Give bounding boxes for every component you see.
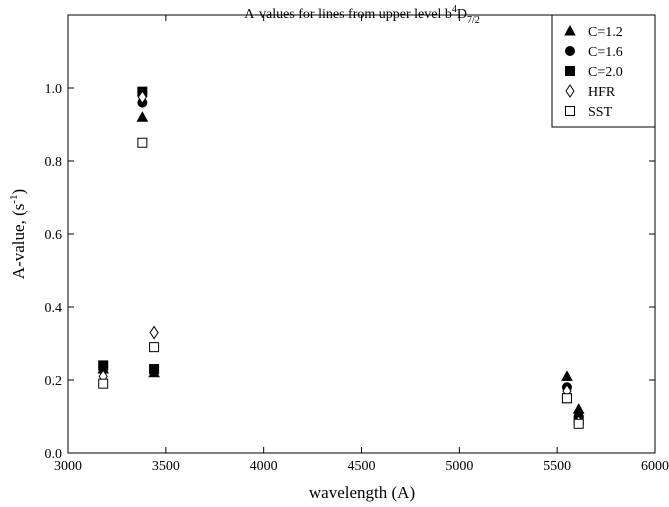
marker xyxy=(561,370,573,381)
marker xyxy=(561,393,572,404)
x-tick-label: 3000 xyxy=(54,459,82,474)
legend-label: SST xyxy=(588,105,613,120)
y-tick-label: 0.2 xyxy=(45,374,63,389)
legend-label: C=1.6 xyxy=(588,45,623,60)
y-axis-label: A-value, (s-1) xyxy=(8,189,28,279)
legend-label: C=2.0 xyxy=(588,65,623,80)
y-tick-label: 0.6 xyxy=(45,228,63,243)
marker xyxy=(136,111,149,122)
marker xyxy=(149,364,160,375)
y-tick-label: 0.4 xyxy=(45,301,63,316)
x-tick-label: 6000 xyxy=(641,459,669,474)
legend-marker xyxy=(564,24,576,36)
marker xyxy=(98,360,109,371)
y-tick-label: 1.0 xyxy=(45,82,63,97)
marker xyxy=(98,378,109,389)
legend-marker xyxy=(565,66,575,76)
x-tick-label: 4000 xyxy=(250,459,278,474)
legend-label: C=1.2 xyxy=(588,25,623,40)
legend-marker xyxy=(565,106,575,116)
marker xyxy=(137,137,148,148)
marker xyxy=(149,342,160,353)
x-axis-label: wavelength (A) xyxy=(309,483,415,502)
x-tick-label: 5000 xyxy=(445,459,473,474)
x-tick-label: 5500 xyxy=(543,459,571,474)
legend-marker xyxy=(565,84,575,98)
legend-marker xyxy=(565,46,575,56)
x-tick-label: 4500 xyxy=(348,459,376,474)
marker xyxy=(149,325,159,340)
y-tick-label: 0.0 xyxy=(45,447,63,462)
y-tick-label: 0.8 xyxy=(45,155,63,170)
marker xyxy=(137,90,147,105)
legend-label: HFR xyxy=(588,85,616,100)
x-tick-label: 3500 xyxy=(152,459,180,474)
marker xyxy=(573,418,584,429)
